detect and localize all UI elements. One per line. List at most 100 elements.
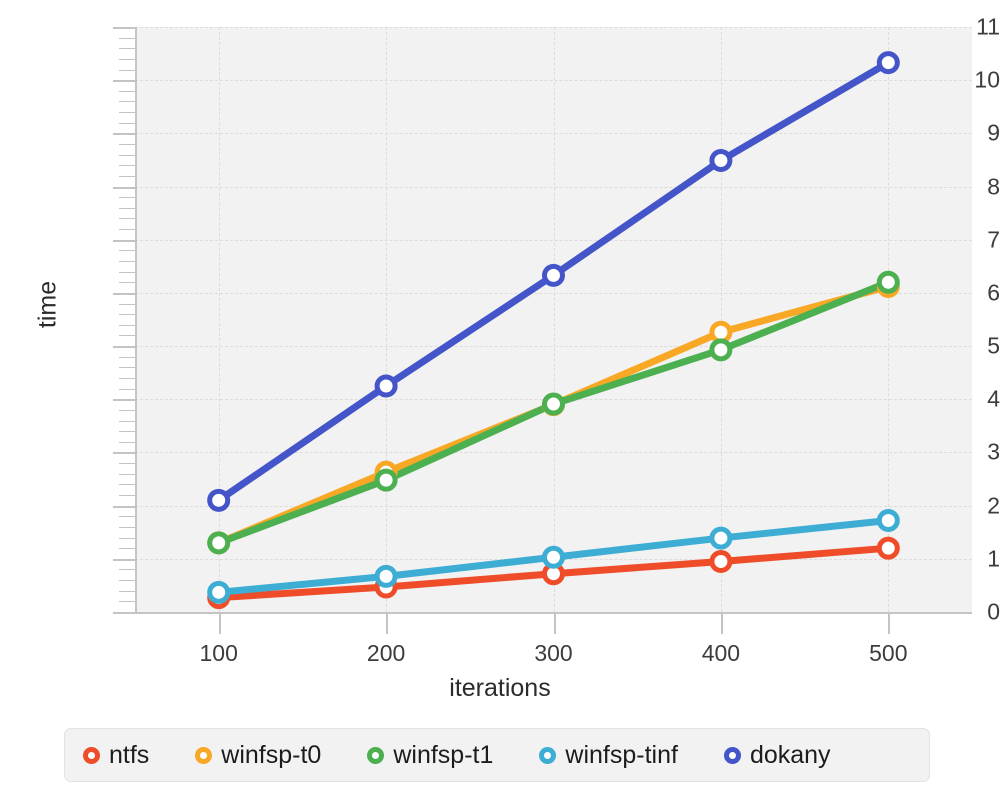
legend-item-dokany[interactable]: dokany: [723, 740, 831, 770]
y-tick-major: [113, 558, 135, 561]
y-tick-label: 0: [987, 598, 1000, 625]
y-tick-major: [113, 452, 135, 455]
y-tick-minor: [119, 388, 135, 390]
y-tick-label: 6: [987, 279, 1000, 306]
y-tick-minor: [119, 409, 135, 411]
y-tick-major: [113, 186, 135, 189]
y-tick-minor: [119, 356, 135, 358]
y-tick-minor: [119, 548, 135, 550]
y-tick-minor: [119, 112, 135, 114]
y-tick-label: 2: [987, 492, 1000, 519]
x-axis-title: iterations: [449, 674, 551, 702]
y-tick-minor: [119, 271, 135, 273]
y-tick-minor: [119, 420, 135, 422]
x-tick-major: [720, 612, 723, 634]
y-tick-minor: [119, 537, 135, 539]
legend-marker-icon: [723, 746, 741, 764]
legend-item-winfsp-t0[interactable]: winfsp-t0: [195, 741, 321, 770]
legend-item-label: winfsp-tinf: [565, 740, 678, 769]
y-tick-minor: [119, 569, 135, 571]
y-tick-minor: [119, 303, 135, 305]
x-tick-major: [553, 612, 556, 634]
y-axis-line: [135, 27, 137, 612]
y-tick-minor: [119, 590, 135, 592]
x-tick-label: 300: [534, 640, 573, 666]
data-point[interactable]: [709, 338, 733, 362]
y-tick-major: [113, 346, 135, 349]
x-tick-label: 500: [869, 640, 908, 666]
y-tick-major: [113, 27, 135, 29]
y-tick-minor: [119, 324, 135, 326]
y-tick-minor: [119, 463, 135, 465]
legend-item-ntfs[interactable]: ntfs: [83, 741, 149, 770]
y-tick-minor: [119, 197, 135, 199]
y-tick-minor: [119, 431, 135, 433]
data-point[interactable]: [709, 549, 733, 573]
y-tick-label: 3: [987, 438, 1000, 465]
data-point[interactable]: [709, 526, 733, 550]
y-tick-minor: [119, 58, 135, 60]
y-tick-minor: [119, 175, 135, 177]
y-tick-minor: [119, 516, 135, 518]
data-point[interactable]: [542, 263, 565, 287]
y-tick-minor: [119, 37, 135, 39]
y-tick-minor: [119, 601, 135, 603]
data-point[interactable]: [207, 488, 231, 512]
x-tick-label: 200: [366, 640, 406, 666]
y-tick-minor: [119, 378, 135, 379]
legend-item-label: winfsp-t1: [393, 740, 494, 769]
y-tick-minor: [119, 101, 135, 103]
y-tick-minor: [119, 495, 135, 496]
y-tick-label: 5: [987, 332, 1000, 359]
y-tick-minor: [119, 484, 135, 486]
y-tick-minor: [119, 122, 135, 124]
data-point[interactable]: [374, 564, 398, 588]
data-point[interactable]: [374, 468, 398, 492]
y-tick-label: 10: [974, 66, 1000, 93]
data-point[interactable]: [374, 374, 398, 398]
legend-item-label: winfsp-t0: [221, 740, 322, 769]
y-tick-major: [113, 80, 135, 83]
y-tick-minor: [119, 90, 135, 92]
y-tick-minor: [119, 207, 135, 209]
legend-marker-icon: [539, 746, 557, 764]
y-tick-minor: [119, 69, 135, 71]
y-tick-minor: [119, 580, 135, 582]
series-markers-winfsp-t1: [207, 270, 900, 555]
y-tick-label: 9: [987, 119, 1000, 146]
y-tick-major: [113, 612, 135, 614]
data-point[interactable]: [542, 392, 565, 416]
y-tick-minor: [119, 144, 135, 145]
data-point[interactable]: [876, 51, 900, 75]
legend-item-winfsp-t1[interactable]: winfsp-t1: [367, 741, 493, 770]
data-point[interactable]: [207, 580, 231, 604]
y-tick-minor: [119, 229, 135, 231]
data-point[interactable]: [876, 536, 900, 560]
y-tick-minor: [119, 154, 135, 156]
y-tick-label: 1: [987, 545, 1000, 572]
y-tick-major: [113, 239, 135, 242]
y-tick-minor: [119, 526, 135, 528]
y-tick-minor: [119, 335, 135, 337]
data-point[interactable]: [207, 531, 231, 555]
data-point[interactable]: [876, 509, 900, 533]
legend-item-label: dokany: [749, 740, 831, 769]
x-tick-major: [218, 612, 221, 634]
legend-item-winfsp-tinf[interactable]: winfsp-tinf: [539, 741, 678, 770]
y-tick-minor: [119, 314, 135, 316]
y-tick-minor: [119, 218, 135, 220]
x-tick-label: 400: [701, 640, 741, 666]
data-point[interactable]: [709, 148, 733, 172]
data-point[interactable]: [876, 270, 900, 294]
data-point[interactable]: [542, 545, 565, 569]
y-tick-minor: [119, 261, 135, 262]
y-tick-major: [113, 133, 135, 136]
legend-item-label: ntfs: [109, 740, 150, 769]
y-tick-label: 4: [987, 385, 1000, 412]
y-tick-minor: [119, 367, 135, 369]
y-tick-label: 11: [976, 13, 1000, 40]
y-tick-minor: [119, 473, 135, 475]
x-tick-major: [888, 612, 891, 634]
